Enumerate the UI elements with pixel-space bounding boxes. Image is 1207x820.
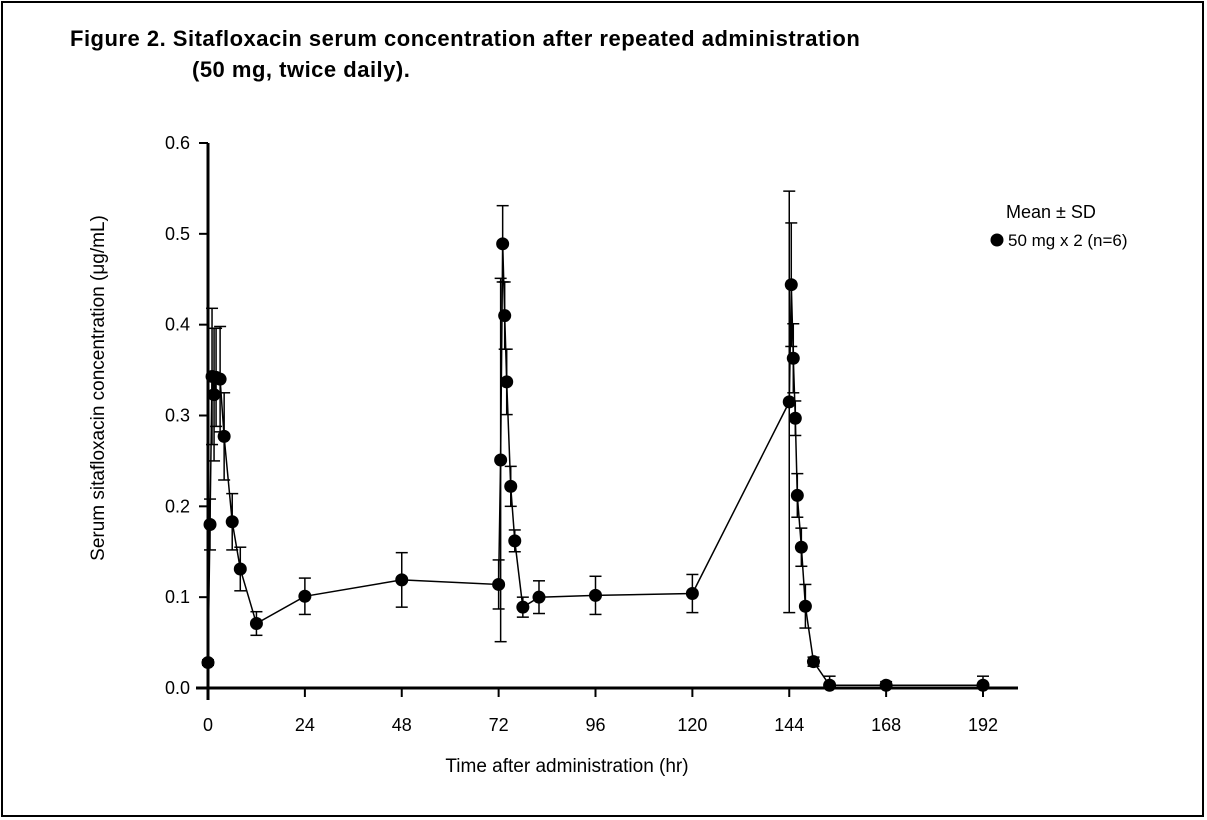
x-axis-label: Time after administration (hr): [445, 756, 688, 777]
data-point: [782, 395, 796, 409]
x-tick-label: 0: [203, 715, 213, 735]
data-point: [685, 587, 699, 601]
x-tick-label: 72: [489, 715, 509, 735]
y-tick-label: 0.1: [165, 587, 190, 607]
y-tick-label: 0.6: [165, 133, 190, 153]
legend-entry: 50 mg x 2 (n=6): [1008, 231, 1128, 250]
x-tick-label: 48: [392, 715, 412, 735]
data-point: [976, 678, 990, 692]
data-point: [203, 518, 217, 531]
x-tick-label: 96: [585, 715, 605, 735]
figure-title-line-1: Figure 2. Sitafloxacin serum concentrati…: [70, 26, 861, 51]
data-point: [494, 453, 508, 467]
x-tick-label: 192: [968, 715, 998, 735]
data-point: [788, 411, 802, 425]
data-point: [395, 573, 409, 587]
data-point: [213, 372, 227, 386]
data-point: [794, 540, 808, 554]
chart-axes: 0 24 48 72 96 120 144 168 192 0.0 0.1 0.2 0.3 0.4 0.5 0…: [88, 133, 1018, 777]
data-point: [786, 351, 800, 365]
data-point: [879, 678, 893, 692]
x-tick-label: 24: [295, 715, 315, 735]
data-point: [784, 278, 798, 292]
data-point: [798, 599, 812, 613]
data-point: [790, 488, 804, 502]
data-point: [498, 309, 512, 323]
y-tick-label: 0.2: [165, 496, 190, 516]
data-point: [532, 590, 546, 604]
data-point: [249, 617, 263, 631]
data-point: [225, 515, 239, 529]
data-point: [298, 589, 312, 603]
data-point: [217, 429, 231, 443]
x-tick-label: 168: [871, 715, 901, 735]
data-point: [207, 388, 221, 402]
y-axis-label: Serum sitafloxacin concentration (μg/mL): [88, 215, 109, 561]
data-point: [823, 678, 837, 692]
x-tick-label: 120: [677, 715, 707, 735]
y-tick-label: 0.3: [165, 406, 190, 426]
data-point: [496, 237, 510, 251]
data-point: [806, 655, 820, 669]
figure-title-line-2: (50 mg, twice daily).: [192, 57, 411, 82]
x-tick-label: 144: [774, 715, 804, 735]
data-point: [508, 534, 522, 548]
data-point: [500, 375, 514, 389]
chart-legend: Mean ± SD 50 mg x 2 (n=6): [990, 202, 1128, 250]
data-point: [589, 588, 602, 602]
series-line: [207, 243, 983, 687]
data-point: [504, 479, 518, 493]
data-point: [492, 577, 506, 591]
data-point: [201, 656, 215, 670]
y-tick-label: 0.4: [165, 315, 190, 335]
legend-title: Mean ± SD: [1006, 202, 1096, 222]
legend-marker: [990, 233, 1004, 247]
y-tick-label: 0.0: [165, 678, 190, 698]
data-point: [233, 562, 247, 576]
y-tick-label: 0.5: [165, 224, 190, 244]
data-point: [516, 600, 530, 614]
series-layer: [201, 190, 990, 692]
